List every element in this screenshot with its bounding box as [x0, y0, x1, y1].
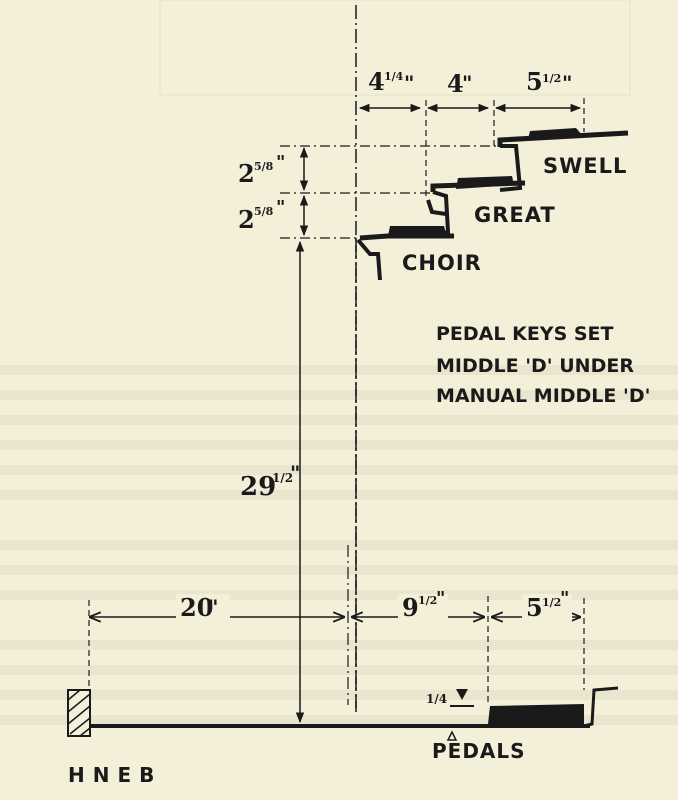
svg-text:": ": [404, 71, 414, 95]
vertical-dim-labels: 2 5/8 " 2 5/8 ": [238, 152, 285, 234]
note-line-2: MIDDLE 'D' UNDER: [436, 355, 634, 377]
choir-keys: [388, 226, 446, 236]
svg-text:": ": [562, 71, 572, 95]
floor-and-pedalboard: [67, 686, 619, 741]
great-manual: [426, 176, 526, 236]
note-line-3: MANUAL MIDDLE 'D': [436, 385, 650, 407]
dim-bottom-second-frac: 1/2: [418, 594, 437, 607]
dim-top-first: 4: [368, 67, 385, 96]
top-dim-labels: 4 1/4 " 4 " 5 1/2 ": [368, 67, 572, 98]
signature: HNEB: [68, 763, 162, 787]
pedal-keys: [488, 704, 584, 724]
dim-vert-lower: 2: [238, 205, 255, 234]
swell-keys: [528, 128, 582, 139]
bottom-dim-labels: 20 " 9 1/2 " 5 1/2 ": [176, 588, 572, 624]
dim-vert-lower-frac: 5/8: [254, 205, 274, 218]
great-keys: [456, 176, 514, 189]
great-label: GREAT: [474, 203, 556, 227]
dim-vert-upper-frac: 5/8: [254, 160, 274, 173]
swell-label: SWELL: [543, 154, 627, 178]
manual-keyboards: [356, 128, 629, 281]
choir-manual: [356, 226, 454, 281]
dim-height-whole: 29: [240, 472, 276, 502]
dim-pedal-gap: 1/4: [426, 692, 447, 706]
projection-lines: [88, 98, 585, 705]
svg-text:": ": [462, 71, 472, 95]
dim-bottom-second: 9: [402, 593, 419, 622]
dim-bottom-first: 20: [180, 593, 213, 622]
dim-top-second: 4: [447, 69, 464, 98]
svg-text:": ": [208, 595, 218, 619]
pedals-label: PEDALS: [432, 739, 526, 763]
pedal-center-marker: [446, 730, 458, 741]
svg-text:": ": [436, 588, 445, 609]
pedal-note: PEDAL KEYS SET MIDDLE 'D' UNDER MANUAL M…: [436, 323, 650, 407]
svg-text:": ": [276, 197, 285, 218]
dim-bottom-third-frac: 1/2: [542, 596, 561, 609]
dim-height-frac: 1/2: [272, 471, 293, 485]
svg-text:": ": [276, 152, 285, 173]
dim-top-third-frac: 1/2: [542, 72, 561, 85]
svg-text:": ": [560, 588, 569, 609]
level-marker: [456, 689, 468, 700]
dim-bottom-third: 5: [526, 593, 543, 622]
height-dim-label: 29 1/2 ": [240, 461, 300, 502]
dim-vert-upper: 2: [238, 159, 255, 188]
dim-top-third: 5: [526, 67, 543, 96]
swell-manual: [497, 128, 629, 192]
pedal-gap-label: 1/4: [426, 692, 447, 706]
choir-label: CHOIR: [402, 251, 482, 275]
svg-text:": ": [290, 461, 300, 485]
note-line-1: PEDAL KEYS SET: [436, 323, 614, 345]
dim-top-first-frac: 1/4: [384, 70, 404, 83]
